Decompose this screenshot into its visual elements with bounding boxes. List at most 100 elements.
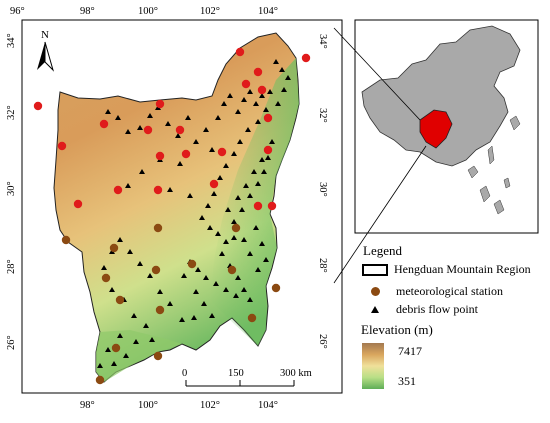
debris-flow-point (221, 101, 227, 106)
debris-flow-point (261, 169, 267, 174)
legend-debris-label: debris flow point (396, 302, 478, 316)
debris-flow-point (241, 237, 247, 242)
debris-flow-point (207, 225, 213, 230)
debris-flow-point (131, 313, 137, 318)
meteorological-station (241, 79, 251, 89)
debris-flow-point (263, 257, 269, 262)
meteorological-station (153, 351, 163, 361)
debris-flow-point (209, 313, 215, 318)
meteorological-station (253, 201, 263, 211)
debris-flow-point (181, 273, 187, 278)
lon-tick-top: 102° (200, 6, 220, 17)
debris-flow-point (175, 133, 181, 138)
north-label: N (41, 29, 49, 41)
debris-flow-point (223, 287, 229, 292)
debris-flow-point (215, 115, 221, 120)
debris-flow-point (199, 215, 205, 220)
debris-flow-point (177, 161, 183, 166)
meteorological-station (247, 313, 257, 323)
lon-ticks-bottom: 98° 100° 102° 104° (80, 400, 278, 411)
legend-title: Legend (363, 243, 402, 258)
debris-flow-point (203, 275, 209, 280)
debris-flow-point (211, 191, 217, 196)
debris-flow-point (235, 195, 241, 200)
debris-flow-point (231, 235, 237, 240)
meteorological-station (57, 141, 67, 151)
meteorological-station (263, 113, 273, 123)
debris-flow-point (267, 89, 273, 94)
debris-flow-point (143, 323, 149, 328)
debris-flow-point (167, 187, 173, 192)
meteorological-station (155, 151, 165, 161)
legend-station-label: meteorological station (396, 284, 503, 298)
debris-flow-point (215, 231, 221, 236)
lon-tick-bottom: 98° (80, 400, 95, 411)
meteorological-station (61, 235, 71, 245)
meteorological-station (175, 125, 185, 135)
debris-flow-point (253, 101, 259, 106)
debris-flow-point (247, 251, 253, 256)
elevation-title: Elevation (m) (361, 322, 433, 337)
debris-flow-point (193, 289, 199, 294)
legend-region: Hengduan Mountain Region (362, 262, 531, 277)
station-dot-icon (362, 285, 390, 299)
meteorological-station (257, 85, 267, 95)
debris-flow-point (137, 125, 143, 130)
meteorological-station (209, 179, 219, 189)
elevation-color-ramp (362, 343, 384, 389)
debris-flow-point (259, 241, 265, 246)
debris-flow-point (251, 169, 257, 174)
meteorological-station (217, 147, 227, 157)
debris-flow-point (217, 175, 223, 180)
meteorological-station (153, 185, 163, 195)
debris-flow-point (247, 193, 253, 198)
lon-tick-top: 100° (138, 6, 158, 17)
meteorological-station (253, 67, 263, 77)
debris-flow-point (109, 287, 115, 292)
debris-flow-point (225, 207, 231, 212)
meteorological-station (115, 295, 125, 305)
north-arrow: N (37, 29, 55, 72)
meteorological-station (109, 243, 119, 253)
lat-tick-right: 34° (317, 34, 328, 49)
debris-flow-point (223, 239, 229, 244)
debris-flow-point (275, 101, 281, 106)
debris-flow-point (241, 287, 247, 292)
meteorological-station (33, 101, 43, 111)
debris-flow-point (219, 251, 225, 256)
debris-flow-point (149, 337, 155, 342)
debris-flow-point (265, 155, 271, 160)
meteorological-station (181, 149, 191, 159)
scale-label-150: 150 (228, 368, 244, 379)
debris-flow-point (105, 109, 111, 114)
scale-label-300: 300 km (280, 368, 312, 379)
lon-tick-bottom: 102° (200, 400, 220, 411)
debris-flow-point (97, 363, 103, 368)
debris-flow-point (281, 87, 287, 92)
meteorological-station (95, 375, 105, 385)
elevation-min: 351 (398, 374, 416, 388)
debris-flow-point (247, 89, 253, 94)
debris-flow-point (245, 127, 251, 132)
debris-flow-point (111, 361, 117, 366)
debris-flow-point (201, 301, 207, 306)
debris-flow-point (185, 115, 191, 120)
meteorological-station (73, 199, 83, 209)
legend-debris: debris flow point (362, 302, 478, 317)
debris-flow-point (105, 347, 111, 352)
meteorological-station (113, 185, 123, 195)
hengduan-highlight (419, 109, 453, 149)
china-inset-map (361, 25, 521, 215)
meteorological-station (271, 283, 281, 293)
debris-flow-point (133, 339, 139, 344)
debris-flow-point (273, 59, 279, 64)
debris-flow-point (205, 203, 211, 208)
debris-flow-point (259, 93, 265, 98)
debris-flow-point (167, 301, 173, 306)
debris-flow-point (209, 147, 215, 152)
scale-bar: 0 150 300 km (182, 368, 312, 387)
debris-flow-point (127, 249, 133, 254)
debris-flow-point (147, 273, 153, 278)
connector-line-top (333, 27, 421, 121)
